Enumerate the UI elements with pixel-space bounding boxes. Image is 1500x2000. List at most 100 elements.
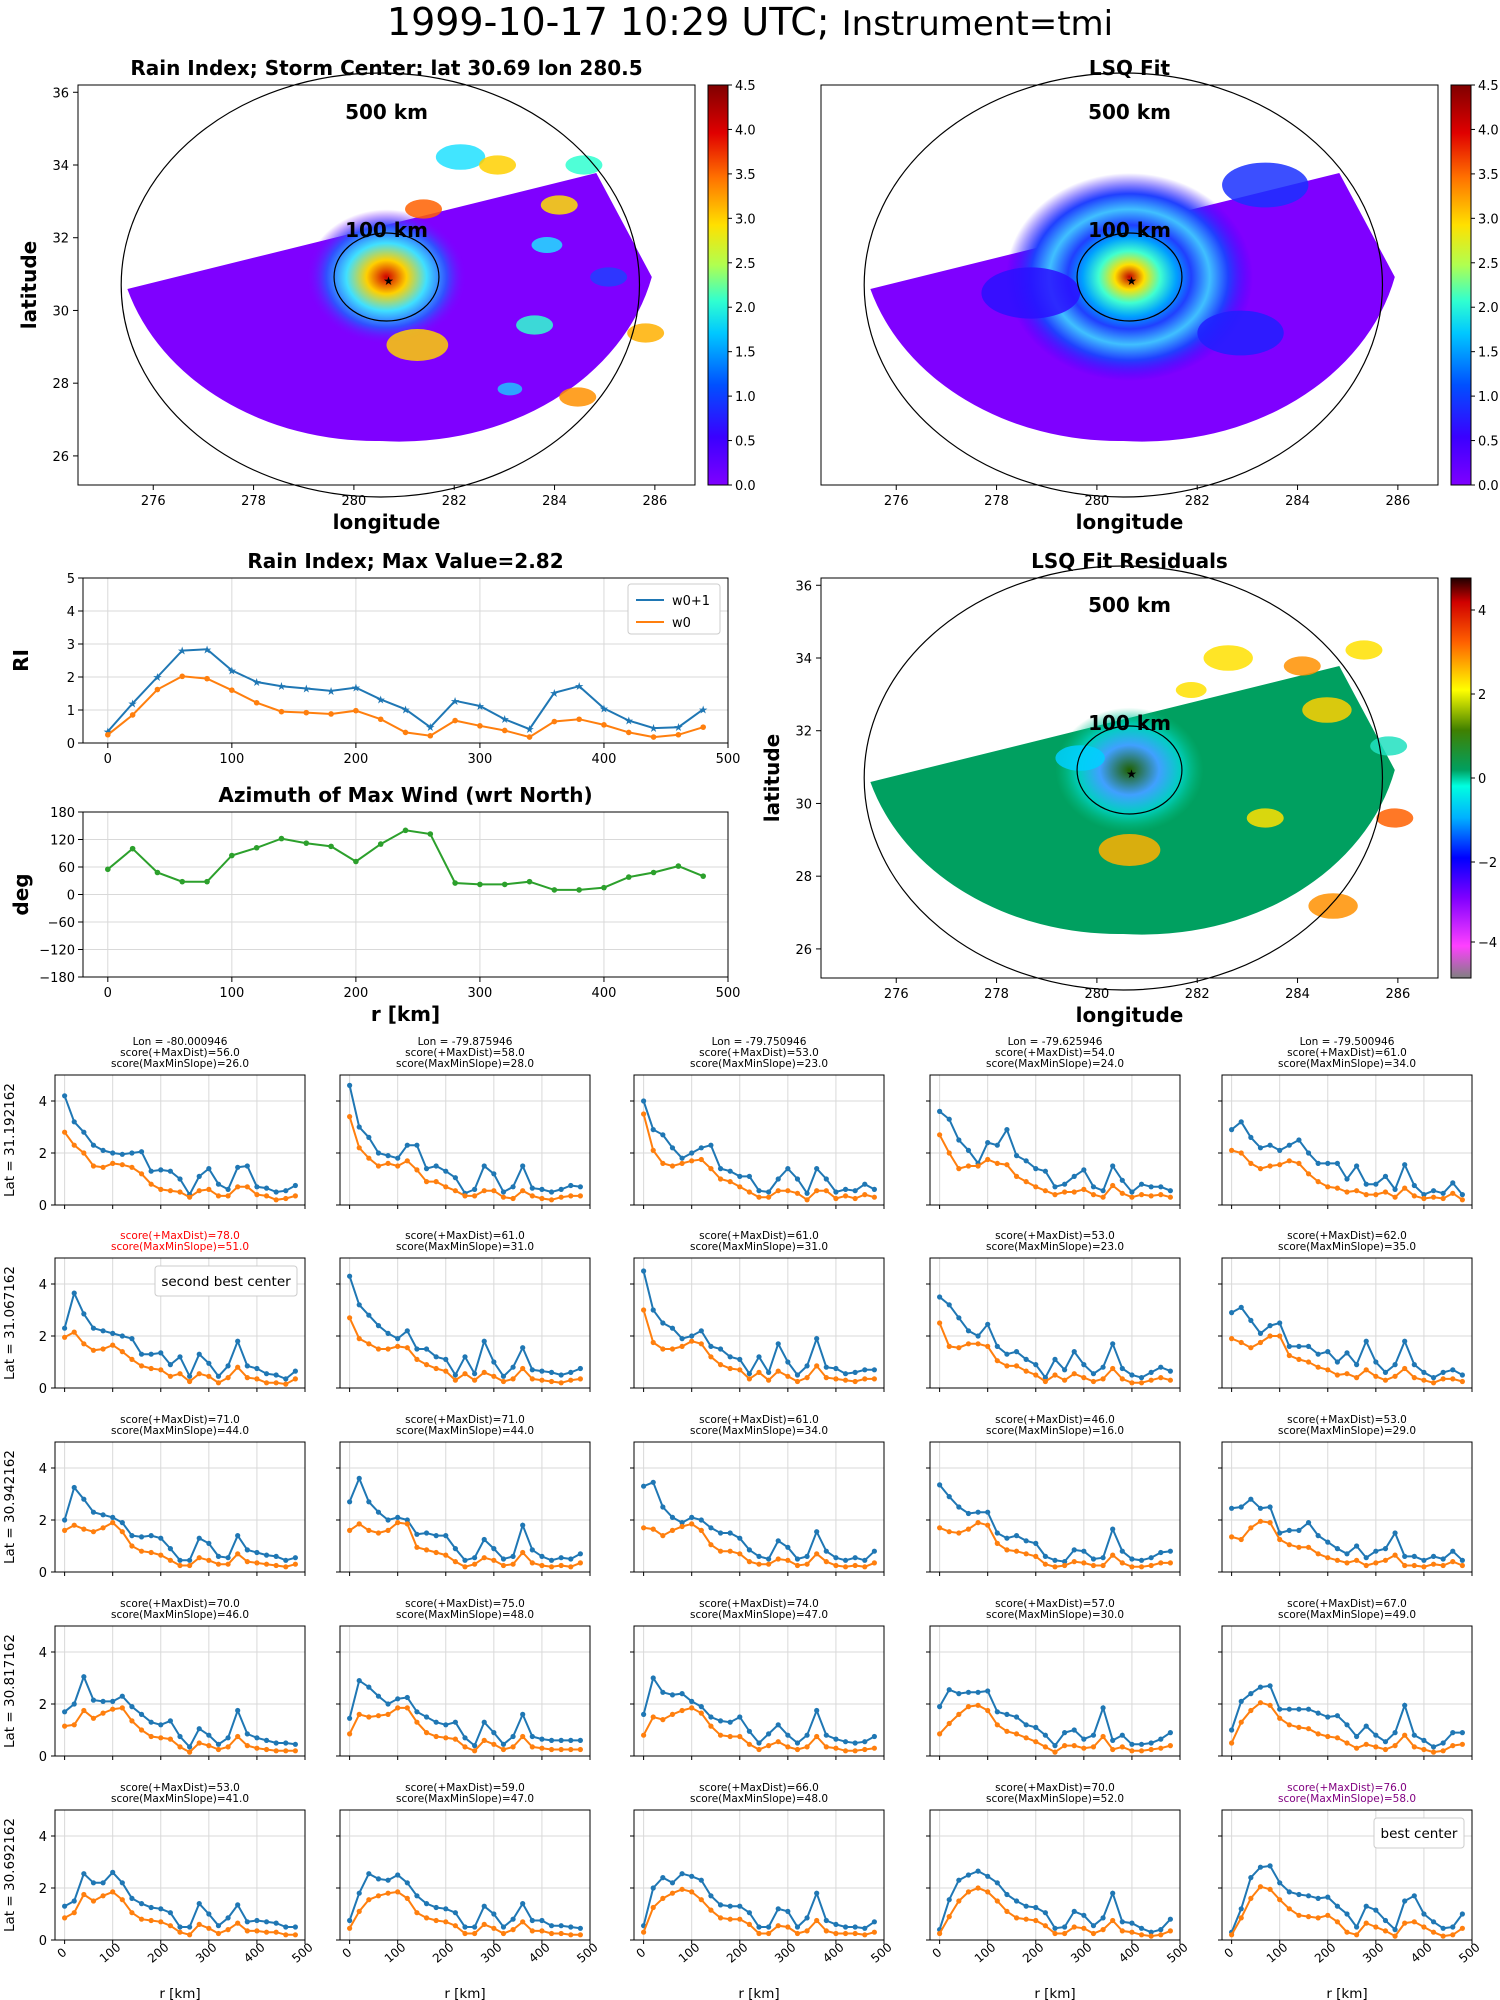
data-point: [1257, 1330, 1264, 1336]
data-point: [814, 1890, 820, 1896]
panel-lon-label: Lon = -79.500946: [1300, 1036, 1395, 1048]
data-point: [1459, 1741, 1465, 1747]
data-point: [746, 1189, 752, 1195]
data-point: [1100, 1188, 1106, 1194]
x-axis-label: r [km]: [1034, 1986, 1075, 2000]
data-point: [347, 1527, 353, 1533]
y-tick-label: 0: [39, 1750, 47, 1765]
data-point: [71, 1119, 77, 1125]
data-point: [462, 1557, 468, 1563]
colorbar-tick-label: 4.5: [735, 79, 756, 94]
data-point: [500, 1746, 507, 1753]
data-point: [1100, 1194, 1106, 1200]
data-point: [206, 1166, 212, 1172]
data-point: [1148, 1746, 1154, 1753]
data-point: [1296, 1544, 1302, 1550]
data-point: [1334, 1372, 1340, 1378]
data-point: [650, 1675, 656, 1681]
data-point: [975, 1868, 981, 1874]
data-point: [154, 869, 161, 876]
panel-frame: [54, 1441, 306, 1573]
data-point: [1363, 1192, 1369, 1198]
data-point: [804, 1744, 810, 1750]
data-point: [235, 1184, 241, 1190]
data-point: [347, 1273, 353, 1279]
data-point: [814, 1707, 820, 1714]
y-tick-label: 32: [52, 232, 69, 247]
data-point: [273, 1380, 279, 1386]
data-point: [1402, 1162, 1408, 1168]
score-maxdist: score(+MaxDist)=61.0: [699, 1414, 819, 1426]
data-point: [660, 1717, 666, 1723]
data-point: [1354, 1557, 1360, 1563]
data-point-star: ★: [649, 722, 659, 735]
rain-cell: [479, 155, 517, 175]
data-point: [510, 1364, 516, 1370]
data-point: [472, 1193, 478, 1199]
data-point: [1373, 1560, 1379, 1566]
data-point: [1023, 1538, 1029, 1544]
data-point: [1267, 1702, 1273, 1708]
data-point: [1315, 1364, 1321, 1370]
panel-frame: [929, 1074, 1181, 1206]
data-point: [1167, 1377, 1173, 1383]
data-point: [1267, 1520, 1273, 1526]
data-point: [1248, 1345, 1254, 1351]
data-point: [366, 1155, 372, 1161]
data-point: [766, 1369, 772, 1375]
data-point: [452, 1736, 458, 1742]
data-point: [1344, 1176, 1350, 1182]
data-point: [814, 1166, 820, 1172]
data-point: [1110, 1737, 1116, 1743]
data-point: [1138, 1564, 1145, 1570]
data-point: [263, 1919, 270, 1925]
data-point: [1229, 1127, 1235, 1133]
data-point: [766, 1743, 772, 1749]
y-tick-label: 180: [50, 806, 75, 821]
data-point: [956, 1504, 962, 1510]
data-point: [1081, 1745, 1087, 1751]
chart-title: Azimuth of Max Wind (wrt North): [218, 783, 592, 807]
data-point: [660, 1895, 666, 1901]
data-point: [158, 1552, 164, 1558]
data-point: [206, 1360, 212, 1366]
score-maxminslope: score(MaxMinSlope)=23.0: [986, 1241, 1124, 1253]
data-point: [708, 1907, 714, 1913]
data-point: [698, 1877, 704, 1883]
data-point: [414, 1910, 420, 1916]
data-point: [158, 1186, 164, 1192]
x-axis-label: longitude: [1076, 1003, 1184, 1027]
data-point: [353, 858, 359, 865]
data-point: [225, 1186, 231, 1192]
data-point: [756, 1740, 762, 1746]
data-point: [283, 1740, 289, 1746]
data-point: [1325, 1367, 1331, 1373]
data-point: [423, 1179, 430, 1185]
data-point: [737, 1184, 743, 1190]
data-point: [244, 1363, 250, 1369]
data-point: [235, 1920, 241, 1926]
data-point: [1052, 1192, 1058, 1198]
data-point: [937, 1525, 943, 1531]
data-point: [110, 1150, 116, 1156]
data-point: [196, 1555, 202, 1561]
data-point: [1402, 1185, 1408, 1191]
storm-center-marker: ★: [1126, 274, 1137, 288]
data-point: [1286, 1158, 1292, 1164]
data-point: [1148, 1740, 1154, 1746]
data-point: [273, 1553, 279, 1559]
panel-area: [340, 1442, 590, 1572]
data-point: [1129, 1194, 1135, 1200]
data-point: [215, 1741, 222, 1747]
data-point: [1238, 1304, 1244, 1310]
data-point: [81, 1871, 87, 1877]
data-point: [1052, 1557, 1058, 1563]
data-point: [1158, 1364, 1164, 1370]
data-point: [675, 863, 682, 869]
data-point: [1129, 1564, 1135, 1570]
data-point: [452, 1923, 458, 1929]
data-point: [814, 1363, 820, 1369]
data-point: [766, 1731, 772, 1737]
data-point: [1148, 1562, 1154, 1569]
data-point: [225, 1555, 231, 1561]
